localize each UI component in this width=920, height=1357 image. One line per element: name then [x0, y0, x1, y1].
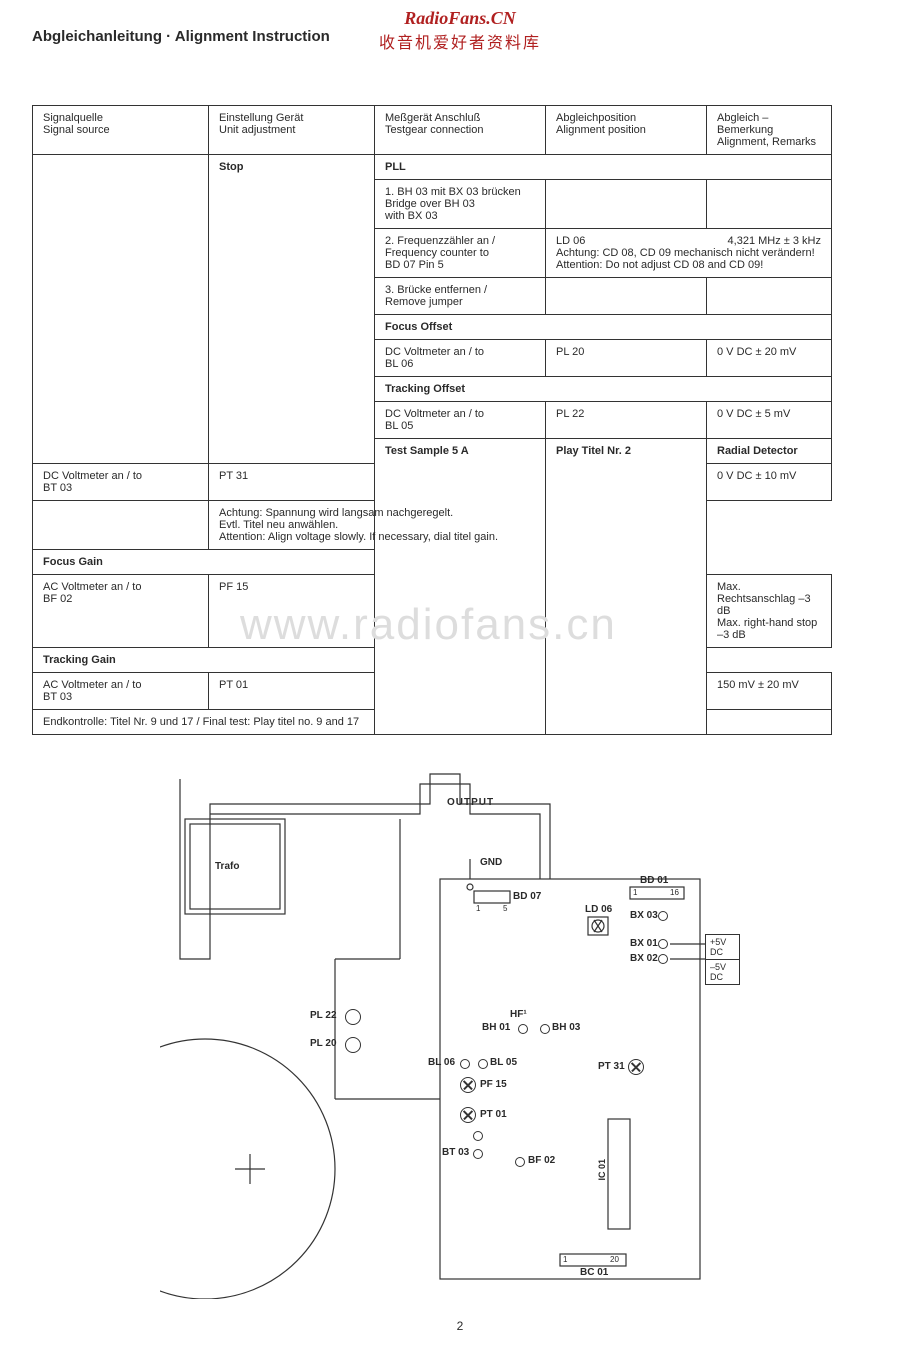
lbl-pt01: PT 01	[480, 1109, 507, 1120]
bd07-pin1: 1	[476, 904, 480, 913]
cell-blank	[546, 180, 707, 229]
lbl-p5v: +5V DC	[705, 934, 740, 960]
lbl-bl06: BL 06	[428, 1057, 455, 1068]
bc01-pin20: 20	[610, 1255, 619, 1264]
col4a: Abgleichposition	[556, 112, 636, 124]
alignment-table: SignalquelleSignal source Einstellung Ge…	[32, 105, 832, 735]
lbl-pl20: PL 20	[310, 1038, 337, 1049]
section-pll: PLL	[375, 155, 832, 180]
fg-rem: Max. Rechtsanschlag –3 dB Max. right-han…	[707, 575, 832, 648]
lbl-bx02: BX 02	[630, 953, 658, 964]
lbl-bt03: BT 03	[442, 1147, 469, 1158]
cell-unitadj: Play Titel Nr. 2	[546, 439, 707, 735]
lbl-bf02: BF 02	[528, 1155, 555, 1166]
to-test: DC Voltmeter an / to BL 05	[375, 402, 546, 439]
watermark-line1: RadioFans.CN	[0, 8, 920, 29]
tg-test: AC Voltmeter an / to BT 03	[33, 673, 209, 710]
step2-rem: 4,321 MHz ± 3 kHz	[728, 235, 821, 247]
rd-test: DC Voltmeter an / to BT 03	[33, 464, 209, 501]
lbl-bx01: BX 01	[630, 938, 658, 949]
lbl-pf15: PF 15	[480, 1079, 507, 1090]
col4b: Alignment position	[556, 124, 646, 136]
to-rem: 0 V DC ± 5 mV	[707, 402, 832, 439]
ld06: LD 06	[556, 235, 585, 247]
bd01-pin16: 16	[670, 888, 679, 897]
lbl-ld06: LD 06	[585, 904, 612, 915]
section-tracking-offset: Tracking Offset	[375, 377, 832, 402]
table-header-row: SignalquelleSignal source Einstellung Ge…	[33, 106, 832, 155]
lbl-bh01: BH 01	[482, 1022, 510, 1033]
lbl-trafo: Trafo	[215, 861, 239, 872]
lbl-bd07: BD 07	[513, 891, 541, 902]
page-number: 2	[0, 1319, 920, 1333]
lbl-pl22: PL 22	[310, 1010, 337, 1021]
section-tracking-gain: Tracking Gain	[33, 648, 546, 673]
cell-step3: 3. Brücke entfernen / Remove jumper	[375, 278, 546, 315]
bd01-pin1: 1	[633, 888, 637, 897]
bd07-pin5: 5	[503, 904, 507, 913]
lbl-bd01: BD 01	[640, 875, 668, 886]
section-focus-offset: Focus Offset	[375, 315, 832, 340]
site-watermark: RadioFans.CN 收音机爱好者资料库	[0, 0, 920, 53]
lbl-bl05: BL 05	[490, 1057, 517, 1068]
lbl-pt31: PT 31	[598, 1061, 625, 1072]
cell-blank	[707, 180, 832, 229]
col5a: Abgleich – Bemerkung	[717, 112, 773, 136]
cell-step2-pos: LD 06 4,321 MHz ± 3 kHz Achtung: CD 08, C…	[546, 229, 832, 278]
col5b: Alignment, Remarks	[717, 136, 816, 148]
step2-note: Achtung: CD 08, CD 09 mechanisch nicht v…	[556, 247, 821, 271]
lbl-bc01: BC 01	[580, 1267, 608, 1278]
cell-sigsrc: Test Sample 5 A	[375, 439, 546, 735]
col1a: Signalquelle	[43, 112, 103, 124]
col1b: Signal source	[43, 124, 110, 136]
lbl-m5v: –5V DC	[705, 959, 740, 985]
fo-rem: 0 V DC ± 20 mV	[707, 340, 832, 377]
page-title: Abgleichanleitung · Alignment Instructio…	[32, 28, 330, 45]
pcb-diagram: OUTPUT GND Trafo BD 07 1 5 BD 01 1 16 LD…	[160, 759, 740, 1299]
tg-pos: PT 01	[209, 673, 375, 710]
lbl-bx03: BX 03	[630, 910, 658, 921]
rd-pos: PT 31	[209, 464, 375, 501]
to-pos: PL 22	[546, 402, 707, 439]
cell-step1: 1. BH 03 mit BX 03 brücken Bridge over B…	[375, 180, 546, 229]
section-focus-gain: Focus Gain	[33, 550, 546, 575]
col2b: Unit adjustment	[219, 124, 295, 136]
cell-unitadj-stop: Stop	[209, 155, 375, 464]
lbl-hf: HF¹	[510, 1009, 527, 1020]
cell-sigsrc-blank	[33, 155, 209, 464]
lbl-ic01: IC 01	[597, 1159, 607, 1181]
rd-rem: 0 V DC ± 10 mV	[707, 464, 832, 501]
cell-blank	[707, 278, 832, 315]
bc01-pin1: 1	[563, 1255, 567, 1264]
lbl-output: OUTPUT	[447, 797, 494, 808]
col3a: Meßgerät Anschluß	[385, 112, 480, 124]
cell-blank	[546, 278, 707, 315]
cell-step2: 2. Frequenzzähler an / Frequency counter…	[375, 229, 546, 278]
col3b: Testgear connection	[385, 124, 483, 136]
fg-test: AC Voltmeter an / to BF 02	[33, 575, 209, 648]
tg-rem: 150 mV ± 20 mV	[707, 673, 832, 710]
fo-test: DC Voltmeter an / to BL 06	[375, 340, 546, 377]
fo-pos: PL 20	[546, 340, 707, 377]
lbl-bh03: BH 03	[552, 1022, 580, 1033]
final-test: Endkontrolle: Titel Nr. 9 und 17 / Final…	[33, 710, 832, 735]
lbl-gnd: GND	[480, 857, 502, 868]
section-radial-detector: Radial Detector	[707, 439, 832, 464]
fg-pos: PF 15	[209, 575, 375, 648]
cell-blank	[33, 501, 209, 550]
rd-note: Achtung: Spannung wird langsam nachgereg…	[209, 501, 546, 550]
col2a: Einstellung Gerät	[219, 112, 303, 124]
document-page: RadioFans.CN 收音机爱好者资料库 Abgleichanleitung…	[0, 0, 920, 1357]
